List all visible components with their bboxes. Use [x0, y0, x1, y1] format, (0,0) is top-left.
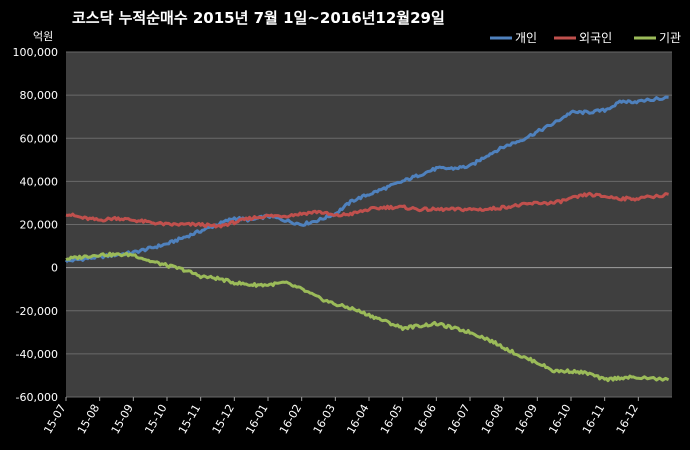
x-tick-label: 16-09 — [513, 402, 540, 436]
y-tick-label: 60,000 — [20, 132, 59, 145]
x-tick-label: 15-07 — [41, 402, 68, 436]
legend-label: 개인 — [515, 31, 537, 45]
legend-label: 기관 — [659, 31, 681, 45]
x-tick-label: 16-01 — [243, 402, 270, 436]
x-axis-ticks: 15-07 15-08 15-09 15-10 15-11 15-12 16-01 16-02… — [41, 397, 641, 436]
x-tick-label: 15-12 — [210, 402, 237, 436]
x-tick-label: 16-12 — [614, 402, 641, 436]
y-tick-label: 40,000 — [20, 175, 59, 188]
y-tick-label: -40,000 — [16, 348, 58, 361]
y-tick-label: -20,000 — [16, 305, 58, 318]
x-tick-label: 16-07 — [445, 402, 472, 436]
x-tick-label: 16-11 — [580, 402, 607, 436]
x-tick-label: 15-11 — [176, 402, 203, 436]
x-tick-label: 16-06 — [412, 402, 439, 436]
y-tick-label: 100,000 — [13, 46, 59, 59]
x-tick-label: 16-05 — [378, 402, 405, 436]
y-tick-label: 80,000 — [20, 89, 59, 102]
x-tick-label: 16-04 — [344, 402, 371, 436]
y-tick-label: 0 — [51, 262, 58, 275]
series-line — [65, 191, 669, 229]
x-tick-label: 16-08 — [479, 402, 506, 436]
legend: 개인 외국인 기관 — [490, 31, 681, 45]
legend-label: 외국인 — [579, 31, 612, 45]
series-lines — [64, 95, 670, 383]
y-axis-unit-label: 억원 — [33, 30, 53, 43]
x-tick-label: 15-08 — [75, 402, 102, 436]
x-tick-label: 15-10 — [142, 402, 169, 436]
x-tick-label: 16-10 — [546, 402, 573, 436]
y-tick-label: -60,000 — [16, 391, 58, 404]
x-tick-label: 16-02 — [277, 402, 304, 436]
y-axis-ticks: 100,000 80,000 60,000 40,000 20,000 0 -20,000 -… — [13, 46, 59, 404]
x-tick-label: 15-09 — [109, 402, 136, 436]
y-tick-label: 20,000 — [20, 219, 59, 232]
series-line — [64, 95, 669, 264]
x-tick-label: 16-03 — [311, 402, 338, 436]
series-line — [65, 251, 670, 383]
chart-title: 코스닥 누적순매수 2015년 7월 1일~2016년12월29일 — [72, 9, 445, 27]
